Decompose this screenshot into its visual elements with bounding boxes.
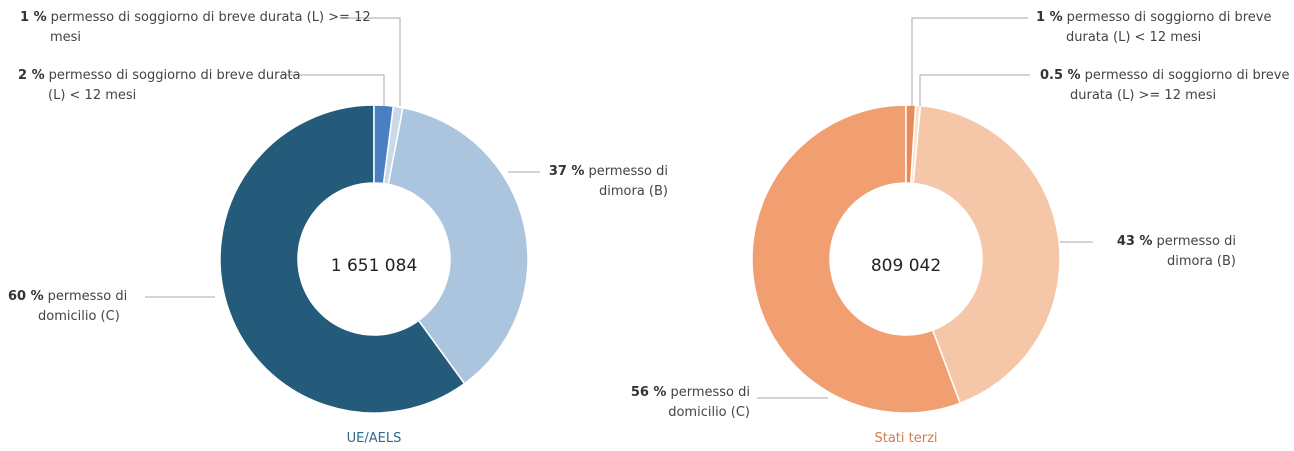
leader-line [911,17,1028,106]
donut-slice [387,106,529,385]
value-label: 1 % [1036,10,1063,25]
value-label: 2 % [18,68,45,83]
leader-line [345,17,401,106]
slice-label: 56 % permesso di domicilio (C) [610,383,750,423]
chart-title: Stati terzi [874,431,937,446]
value-label: 43 % [1116,234,1153,249]
category-label: permesso di dimora (B) [588,164,668,199]
leader-lines [145,17,1093,399]
slice-label: 37 % permesso di dimora (B) [530,162,668,202]
slice-label: 2 % permesso di soggiorno di breve durata… [18,66,310,106]
value-label: 37 % [548,164,585,179]
donut-slice [912,104,1061,405]
donut-slice [751,104,962,414]
chart-title: UE/AELS [347,431,402,446]
center-label: 809 042 [871,256,941,276]
leader-line [282,74,385,106]
slice-label: 60 % permesso di domicilio (C) [8,287,178,327]
value-label: 0.5 % [1040,68,1081,83]
center-label: 1 651 084 [331,256,418,276]
donut-slice [219,104,466,414]
category-label: permesso di soggiorno di breve durata (L… [1070,68,1290,103]
donut-slice [373,104,395,185]
category-label: permesso di domicilio (C) [38,289,128,324]
value-label: 60 % [8,289,44,304]
slice-label: 0.5 % permesso di soggiorno di breve dura… [1040,66,1294,106]
category-label: permesso di soggiorno di breve durata (L… [48,68,301,103]
slice-label: 1 % permesso di soggiorno di breve durata… [1036,8,1294,48]
category-label: permesso di domicilio (C) [668,385,750,420]
donut-slice [905,104,917,184]
slice-label: 1 % permesso di soggiorno di breve durata… [20,8,375,48]
value-label: 1 % [20,10,47,25]
category-label: permesso di dimora (B) [1156,234,1236,269]
leader-line [919,74,1030,106]
category-label: permesso di soggiorno di breve durata (L… [50,10,371,45]
value-label: 56 % [630,385,667,400]
category-label: permesso di soggiorno di breve durata (L… [1066,10,1272,45]
slice-label: 43 % permesso di dimora (B) [1096,232,1236,272]
